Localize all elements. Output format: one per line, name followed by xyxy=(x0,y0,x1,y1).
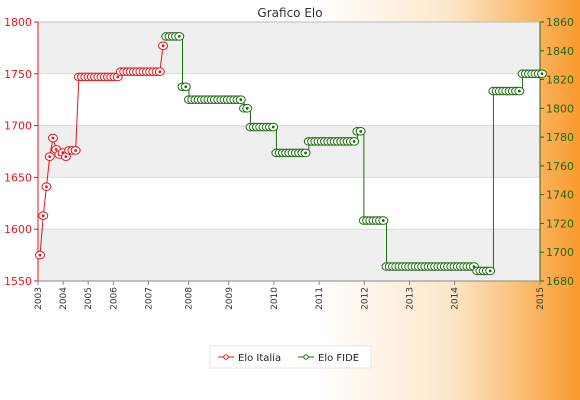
legend-marker-1 xyxy=(303,354,309,360)
y-left-tick-label: 1800 xyxy=(4,16,32,29)
y-left-tick-label: 1550 xyxy=(4,275,32,288)
elo-italia-marker-dot xyxy=(158,70,162,74)
elo-fide-marker-dot xyxy=(381,219,385,222)
chart-title: Grafico Elo xyxy=(257,6,322,20)
x-tick-label: 2009 xyxy=(225,287,235,310)
elo-fide-marker-dot xyxy=(239,98,243,102)
elo-fide-marker-dot xyxy=(184,85,188,89)
y-right-tick-label: 1800 xyxy=(546,102,574,115)
y-right-tick-label: 1700 xyxy=(546,246,574,259)
x-tick-label: 2015 xyxy=(536,287,546,310)
elo-italia-marker-dot xyxy=(74,149,78,152)
x-tick-label: 2004 xyxy=(59,287,69,310)
elo-italia-marker-dot xyxy=(48,155,52,159)
elo-fide-marker-dot xyxy=(359,129,363,133)
elo-fide-marker-dot xyxy=(304,151,307,155)
elo-italia-marker-dot xyxy=(64,155,68,159)
grid-band xyxy=(38,229,540,281)
x-tick-label: 2013 xyxy=(405,287,415,310)
y-right-tick-label: 1860 xyxy=(546,16,574,29)
x-tick-label: 2011 xyxy=(315,287,325,310)
y-right-tick-label: 1760 xyxy=(546,160,574,173)
y-right-tick-label: 1680 xyxy=(546,275,574,288)
y-right-tick-label: 1840 xyxy=(546,45,574,58)
elo-fide-marker-dot xyxy=(517,89,521,93)
x-tick-label: 2010 xyxy=(270,287,280,310)
elo-fide-marker-dot xyxy=(352,140,356,143)
x-tick-label: 2014 xyxy=(451,287,461,310)
elo-italia-marker-dot xyxy=(45,185,48,189)
elo-fide-marker-dot xyxy=(245,106,249,110)
x-tick-label: 2006 xyxy=(109,287,119,310)
x-tick-label: 2005 xyxy=(84,287,94,310)
elo-italia-marker-dot xyxy=(38,253,42,257)
x-tick-label: 2012 xyxy=(360,287,370,310)
elo-fide-marker-dot xyxy=(177,34,181,38)
elo-italia-marker-dot xyxy=(54,148,58,151)
elo-fide-marker-dot xyxy=(271,125,275,129)
elo-fide-marker-dot xyxy=(540,72,544,76)
elo-italia-marker-dot xyxy=(51,136,55,140)
legend-label-0: Elo Italia xyxy=(238,353,281,364)
elo-italia-marker-dot xyxy=(41,214,45,218)
y-left-tick-label: 1600 xyxy=(4,223,32,236)
elo-italia-marker-dot xyxy=(116,75,120,79)
y-right-tick-label: 1820 xyxy=(546,74,574,87)
y-left-tick-label: 1650 xyxy=(4,171,32,184)
elo-italia-marker-dot xyxy=(161,44,165,48)
legend-label-1: Elo FIDE xyxy=(318,353,359,364)
y-left-tick-label: 1700 xyxy=(4,120,32,133)
legend-marker-0 xyxy=(223,354,229,360)
elo-fide-marker-dot xyxy=(488,269,492,273)
legend-box xyxy=(209,345,372,369)
y-right-tick-label: 1740 xyxy=(546,189,574,202)
y-right-tick-label: 1720 xyxy=(546,217,574,230)
grid-band xyxy=(38,22,540,74)
x-tick-label: 2003 xyxy=(34,287,44,310)
x-tick-label: 2007 xyxy=(144,287,154,310)
y-right-tick-label: 1780 xyxy=(546,131,574,144)
x-tick-label: 2008 xyxy=(185,287,195,310)
y-left-tick-label: 1750 xyxy=(4,68,32,81)
